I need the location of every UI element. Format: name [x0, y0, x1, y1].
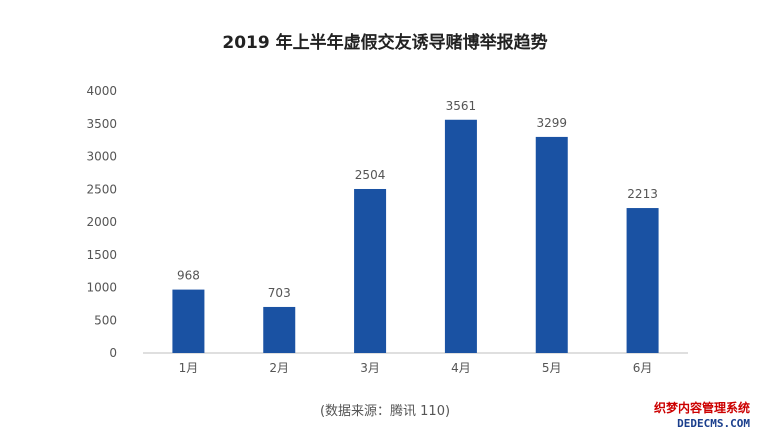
bar [444, 119, 477, 353]
bar-value-label: 3299 [536, 116, 567, 130]
bar-series [172, 119, 659, 353]
y-tick-label: 500 [94, 313, 117, 327]
x-tick-label: 5月 [542, 361, 562, 375]
bar-value-label: 2213 [627, 187, 658, 201]
bar [626, 208, 659, 353]
watermark-title: 织梦内容管理系统 [654, 400, 750, 415]
x-tick-label: 6月 [633, 361, 653, 375]
bar-value-label: 2504 [355, 168, 386, 182]
x-tick-label: 1月 [179, 361, 199, 375]
source-note: (数据来源：腾讯 110) [320, 403, 450, 419]
bar-value-label: 968 [177, 269, 200, 283]
y-tick-label: 4000 [86, 84, 117, 98]
bar [354, 188, 387, 353]
y-tick-label: 1500 [86, 248, 117, 262]
bar [172, 289, 205, 353]
bar [535, 136, 568, 353]
x-tick-label: 4月 [451, 361, 471, 375]
data-labels: 968 703 2504 3561 3299 2213 [177, 99, 658, 300]
bar-value-label: 3561 [446, 99, 477, 113]
bar [263, 306, 296, 353]
chart-title: 2019 年上半年虚假交友诱导赌博举报趋势 [222, 32, 547, 53]
x-axis: 1月 2月 3月 4月 5月 6月 [179, 361, 653, 375]
y-tick-label: 2500 [86, 182, 117, 196]
y-axis: 0 500 1000 1500 2000 2500 3000 3500 4000 [86, 84, 117, 360]
y-tick-label: 0 [109, 346, 117, 360]
y-tick-label: 2000 [86, 215, 117, 229]
x-tick-label: 3月 [360, 361, 380, 375]
bar-value-label: 703 [268, 286, 291, 300]
watermark-url: DEDECMS.COM [677, 417, 750, 430]
y-tick-label: 3000 [86, 150, 117, 164]
watermark-logo: 织梦内容管理系统 DEDECMS.COM [654, 400, 750, 430]
y-tick-label: 3500 [86, 117, 117, 131]
x-tick-label: 2月 [269, 361, 289, 375]
y-tick-label: 1000 [86, 281, 117, 295]
